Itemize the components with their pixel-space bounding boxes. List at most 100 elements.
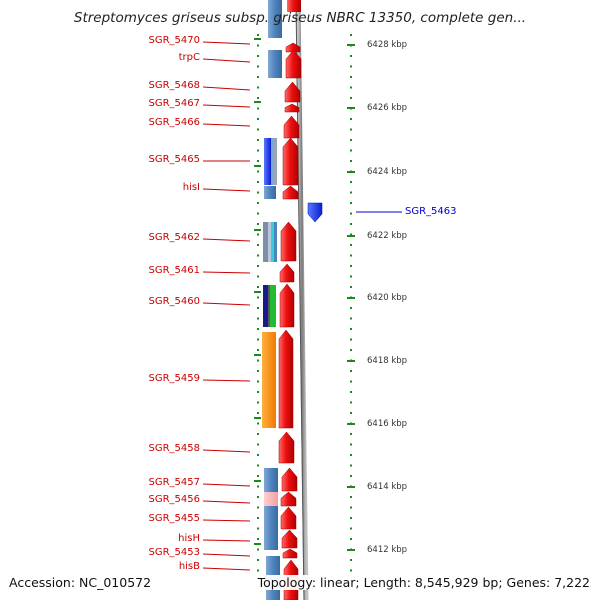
gene-label-leader [202,519,251,522]
scale-dot [350,391,352,393]
protein-domain-bar [264,506,278,550]
scale-dot [257,328,259,330]
scale-dot [257,181,259,183]
scale-label: 6414 kbp [367,482,408,492]
forward-gene-arrow [282,185,299,200]
gene-label[interactable]: hisB [178,561,200,572]
scale-dot [257,44,259,47]
gene-label[interactable]: SGR_5468 [148,80,201,91]
gene-label[interactable]: trpC [178,52,200,63]
scale-dot [350,496,352,498]
scale-dot [257,296,259,299]
scale-dot [350,307,352,309]
scale-dot [350,181,352,183]
scale-dot [257,223,259,225]
protein-domain-bar [264,138,271,185]
scale-dot [257,527,259,530]
scale-label: 6422 kbp [367,231,408,241]
reverse-gene-arrow [307,202,323,223]
forward-gene-arrow [280,221,297,262]
scale-dot [257,191,259,194]
scale-dot [257,34,259,36]
forward-gene-arrow [281,467,298,492]
scale-dot [257,475,259,477]
gene-label[interactable]: SGR_5465 [148,154,201,165]
scale-dot [350,433,352,435]
scale-dot [257,349,259,351]
scale-dot [350,76,352,78]
gene-label[interactable]: SGR_5456 [148,494,201,505]
protein-domain-bar [273,138,277,185]
scale-dot [350,517,352,519]
scale-dot [257,118,259,120]
protein-domain-bar [268,285,270,327]
scale-dot [350,254,352,257]
gene-label[interactable]: SGR_5470 [148,35,201,46]
scale-label: 6418 kbp [367,356,408,366]
gene-label-leader [202,104,251,108]
protein-domain-bar [263,285,268,327]
scale-dot [257,370,259,372]
gene-label[interactable]: SGR_5457 [148,477,201,488]
gene-label[interactable]: SGR_5467 [148,98,201,109]
scale-label: 6424 kbp [367,167,408,177]
forward-gene-arrow [285,42,301,53]
scale-dot [350,328,352,330]
scale-dot [350,202,352,204]
scale-dot [257,265,259,267]
gene-label[interactable]: SGR_5462 [148,232,201,243]
forward-gene-arrow [278,329,294,429]
gene-label-leader [202,58,251,63]
scale-dot [257,286,259,288]
gene-label-leader [202,553,251,557]
map-title: Streptomyces griseus subsp. griseus NBRC… [73,10,527,26]
forward-gene-arrow [283,115,300,139]
gene-label[interactable]: SGR_5458 [148,443,201,454]
gene-label[interactable]: hisH [178,533,200,544]
scale-dot [257,170,259,173]
scale-dot [350,559,352,561]
gene-label[interactable]: SGR_5455 [148,513,201,524]
protein-domain-bar [264,186,276,199]
scale-dot [257,317,259,320]
forward-gene-arrow [280,491,297,507]
scale-dot [257,464,259,467]
gene-label-leader [202,539,251,542]
gene-label[interactable]: SGR_5459 [148,373,201,384]
gene-label[interactable]: SGR_5460 [148,296,201,307]
scale-dot [257,55,259,57]
scale-dot [350,506,352,509]
scale-dot [257,149,259,152]
scale-dot [257,139,259,141]
gene-label[interactable]: SGR_5453 [148,547,201,558]
scale-dot [350,65,352,68]
scale-dot [350,139,352,141]
scale-dot [350,97,352,99]
protein-domain-bar [268,50,282,78]
scale-dot [350,527,352,530]
scale-dot [350,454,352,456]
gene-label[interactable]: SGR_5461 [148,265,201,276]
forward-gene-arrow [285,49,302,79]
gene-label[interactable]: SGR_5463 [405,206,457,217]
scale-dot [257,128,259,131]
gene-label[interactable]: SGR_5466 [148,117,201,128]
scale-dot [350,160,352,162]
gene-label-leader [202,379,251,382]
scale-dot [350,86,352,89]
scale-dot [350,569,352,572]
scale-dot [257,391,259,393]
scale-label: 6426 kbp [367,103,408,113]
scale-dot [350,538,352,540]
scale-dot [350,55,352,57]
scale-dot [350,34,352,36]
scale-dot [350,233,352,236]
scale-dot [257,359,259,362]
scale-label: 6420 kbp [367,293,408,303]
scale-dot [350,317,352,320]
gene-label[interactable]: hisI [182,182,200,193]
scale-dot [257,548,259,551]
scale-dot [257,380,259,383]
scale-dot [350,380,352,383]
forward-gene-arrow [282,137,299,186]
